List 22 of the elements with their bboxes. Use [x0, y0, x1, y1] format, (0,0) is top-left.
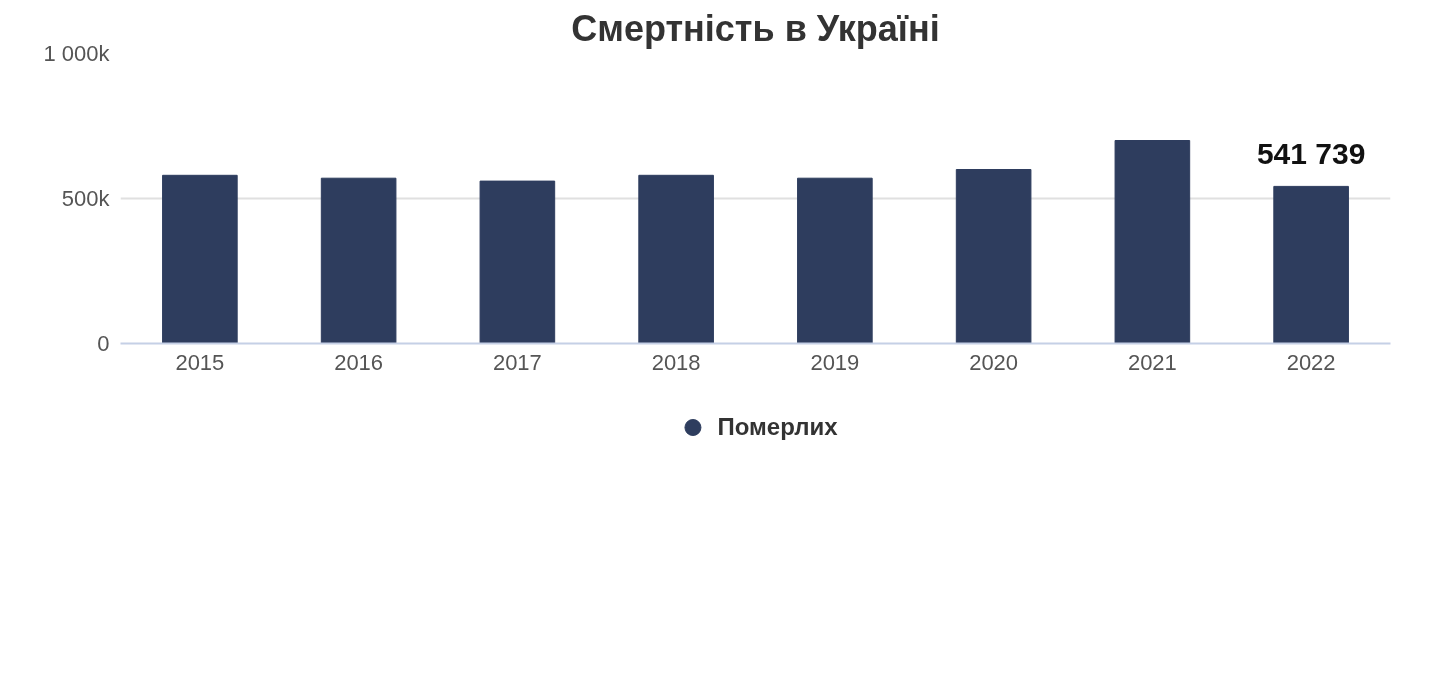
bar: [162, 174, 238, 344]
bar: [797, 177, 873, 344]
x-tick-label: 2021: [1127, 349, 1177, 375]
y-tick-label: 500k: [61, 186, 111, 211]
bar: [320, 177, 397, 344]
bar: [955, 169, 1032, 344]
legend-label: Померлих: [717, 413, 838, 441]
x-tick-label: 2017: [492, 349, 542, 375]
bar: [1273, 185, 1349, 344]
y-tick-label: 0: [97, 331, 110, 356]
bar: [479, 180, 556, 344]
x-tick-label: 2016: [334, 349, 384, 375]
x-tick-label: 2020: [969, 349, 1019, 375]
x-tick-label: 2018: [651, 349, 701, 375]
x-tick-label: 2019: [810, 349, 860, 375]
x-tick-label: 2015: [175, 349, 225, 375]
data-label: 541 739: [1256, 137, 1366, 171]
y-tick-label: 1 000k: [43, 41, 111, 66]
bar: [638, 174, 714, 344]
chart-title: Смертність в Україні: [571, 7, 940, 49]
x-tick-label: 2022: [1286, 349, 1336, 375]
bar: [1114, 140, 1191, 344]
